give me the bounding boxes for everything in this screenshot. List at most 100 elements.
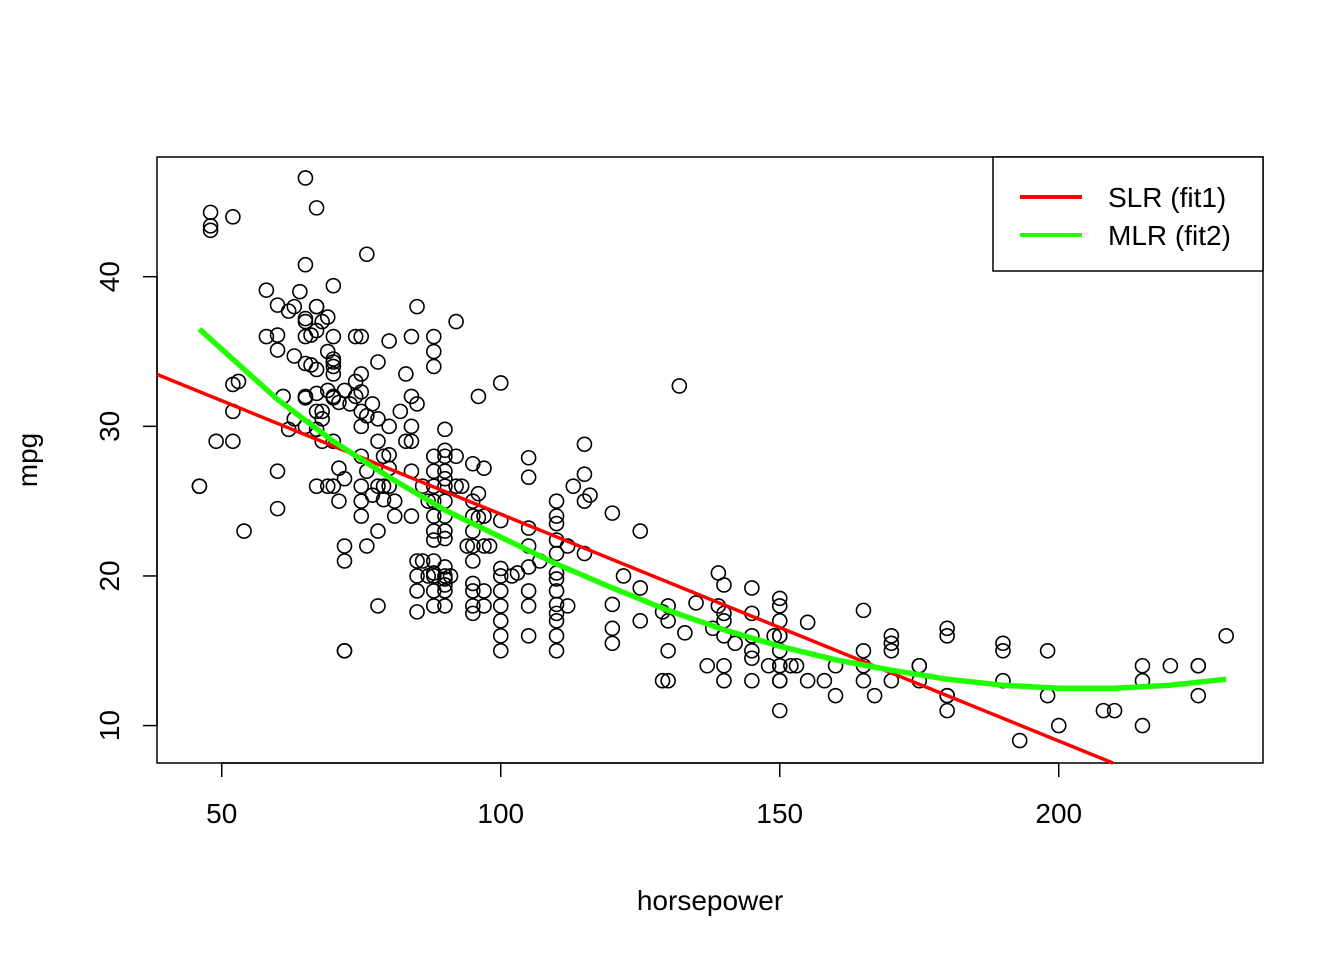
data-point [202, 218, 219, 234]
data-point [381, 418, 397, 435]
data-point [258, 282, 275, 298]
data-point [465, 538, 481, 554]
data-point [883, 628, 900, 644]
slr-fit-line [156, 372, 1114, 765]
data-point [771, 598, 788, 614]
data-point [409, 604, 425, 620]
data-point [370, 411, 386, 427]
data-point [403, 418, 420, 435]
x-axis: 50 100 150 200 [206, 762, 1082, 829]
data-point [448, 313, 464, 330]
data-point [353, 384, 370, 400]
data-point [425, 598, 442, 614]
x-tick-label: 100 [477, 798, 524, 829]
legend: SLR (fit1) MLR (fit2) [992, 156, 1264, 272]
data-point [699, 657, 716, 674]
data-point [297, 256, 314, 273]
data-point [236, 523, 252, 539]
data-point [660, 642, 676, 659]
data-point [465, 583, 481, 599]
data-point [225, 433, 241, 450]
data-point [771, 672, 788, 689]
data-point [269, 500, 286, 517]
data-point [331, 460, 347, 477]
data-point [492, 560, 509, 577]
data-point [336, 642, 353, 659]
x-axis-label: horsepower [637, 885, 783, 916]
data-point [403, 328, 420, 345]
data-point [883, 635, 900, 652]
data-point [565, 478, 582, 494]
data-point [409, 298, 425, 315]
data-point [576, 466, 593, 483]
data-point [437, 421, 453, 438]
data-point [744, 672, 760, 689]
data-point [716, 657, 732, 674]
data-point [437, 448, 453, 465]
data-point [370, 354, 386, 370]
data-point [314, 411, 330, 427]
data-point [548, 508, 565, 524]
legend-box [992, 156, 1264, 272]
data-point [520, 583, 537, 599]
data-point [492, 628, 509, 644]
data-point [660, 672, 676, 689]
data-point [308, 200, 325, 216]
data-point [1162, 657, 1179, 674]
data-point [437, 530, 453, 547]
data-point [386, 508, 403, 524]
data-point [604, 505, 621, 521]
data-point [269, 327, 286, 343]
data-point [1218, 628, 1234, 644]
data-point [392, 403, 409, 420]
data-point [191, 478, 208, 494]
data-point [286, 348, 303, 364]
data-point [308, 385, 325, 402]
data-point [548, 642, 565, 659]
data-point [308, 322, 325, 339]
data-point [353, 366, 370, 382]
data-point [744, 580, 760, 596]
data-point [347, 388, 364, 405]
data-point [303, 327, 319, 343]
x-tick-label: 50 [206, 798, 237, 829]
data-point [1039, 642, 1056, 659]
data-point [548, 493, 565, 509]
data-point [258, 328, 275, 345]
data-point [1190, 687, 1207, 704]
data-point [409, 583, 425, 599]
y-tick-label: 20 [94, 560, 125, 591]
data-point [465, 455, 481, 472]
data-point [520, 598, 537, 614]
data-point [476, 538, 492, 554]
data-point [465, 605, 481, 622]
data-point [939, 702, 955, 719]
data-point [827, 687, 844, 704]
data-point [297, 313, 314, 330]
data-point [492, 613, 509, 629]
data-point [520, 469, 537, 486]
data-point [481, 538, 498, 554]
data-point [476, 460, 492, 477]
data-point [548, 571, 565, 587]
data-point [1134, 717, 1151, 734]
data-point [308, 478, 325, 494]
mlr-fit-line [197, 327, 1227, 691]
data-point [308, 361, 325, 378]
data-point [939, 628, 955, 644]
legend-label-mlr: MLR (fit2) [1108, 220, 1231, 251]
data-point [414, 553, 431, 569]
data-point [370, 433, 386, 450]
data-point [548, 515, 565, 532]
data-point [816, 672, 833, 689]
data-point [336, 538, 353, 554]
data-point [208, 433, 224, 450]
data-point [1134, 657, 1151, 674]
data-point [548, 596, 565, 613]
data-point [939, 687, 955, 704]
data-point [370, 523, 386, 539]
data-point [677, 625, 693, 641]
data-point [437, 583, 453, 599]
data-point [269, 342, 286, 358]
